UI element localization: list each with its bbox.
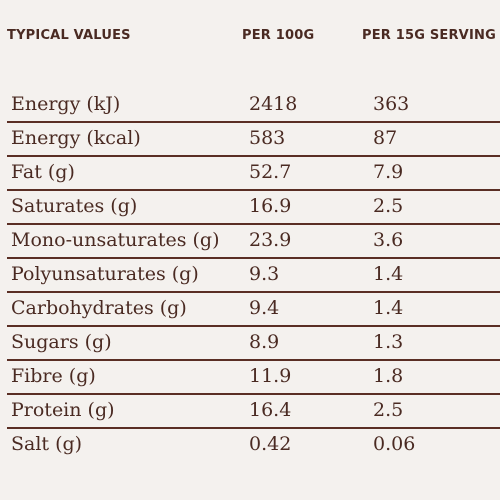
row-label: Mono-unsaturates (g) (11, 229, 220, 251)
row-per-serving: 7.9 (373, 161, 404, 183)
row-label: Energy (kcal) (11, 127, 141, 149)
header-typical-values: TYPICAL VALUES (7, 28, 131, 43)
table-row: Saturates (g) 16.9 2.5 (7, 191, 500, 225)
table-row: Salt (g) 0.42 0.06 (7, 429, 500, 463)
row-per-serving: 1.8 (373, 365, 404, 387)
row-label: Polyunsaturates (g) (11, 263, 199, 285)
row-per-serving: 2.5 (373, 399, 404, 421)
row-per-serving: 3.6 (373, 229, 404, 251)
row-per-serving: 1.4 (373, 297, 404, 319)
row-per-serving: 87 (373, 127, 398, 149)
row-per-100g: 9.3 (249, 263, 280, 285)
row-per-serving: 1.3 (373, 331, 404, 353)
row-per-serving: 1.4 (373, 263, 404, 285)
table-row: Fibre (g) 11.9 1.8 (7, 361, 500, 395)
table-header: TYPICAL VALUES PER 100G PER 15G SERVING (0, 28, 500, 48)
row-per-100g: 16.9 (249, 195, 292, 217)
row-per-100g: 16.4 (249, 399, 292, 421)
table-row: Sugars (g) 8.9 1.3 (7, 327, 500, 361)
table-row: Mono-unsaturates (g) 23.9 3.6 (7, 225, 500, 259)
row-per-serving: 0.06 (373, 433, 416, 455)
row-per-100g: 0.42 (249, 433, 292, 455)
row-per-100g: 2418 (249, 93, 298, 115)
table-row: Fat (g) 52.7 7.9 (7, 157, 500, 191)
row-label: Protein (g) (11, 399, 115, 421)
row-label: Carbohydrates (g) (11, 297, 187, 319)
row-per-serving: 363 (373, 93, 410, 115)
row-per-serving: 2.5 (373, 195, 404, 217)
table-row: Energy (kcal) 583 87 (7, 123, 500, 157)
table-row: Carbohydrates (g) 9.4 1.4 (7, 293, 500, 327)
row-per-100g: 52.7 (249, 161, 292, 183)
row-per-100g: 8.9 (249, 331, 280, 353)
table-row: Polyunsaturates (g) 9.3 1.4 (7, 259, 500, 293)
row-label: Energy (kJ) (11, 93, 121, 115)
row-label: Fibre (g) (11, 365, 96, 387)
header-per-serving: PER 15G SERVING (362, 28, 496, 43)
table-row: Energy (kJ) 2418 363 (7, 89, 500, 123)
nutrition-table: Energy (kJ) 2418 363 Energy (kcal) 583 8… (7, 89, 500, 463)
row-per-100g: 583 (249, 127, 286, 149)
row-label: Salt (g) (11, 433, 83, 455)
table-row: Protein (g) 16.4 2.5 (7, 395, 500, 429)
row-label: Sugars (g) (11, 331, 112, 353)
row-label: Saturates (g) (11, 195, 138, 217)
row-label: Fat (g) (11, 161, 75, 183)
header-per-100g: PER 100G (242, 28, 315, 43)
row-per-100g: 11.9 (249, 365, 292, 387)
row-per-100g: 9.4 (249, 297, 280, 319)
row-per-100g: 23.9 (249, 229, 292, 251)
